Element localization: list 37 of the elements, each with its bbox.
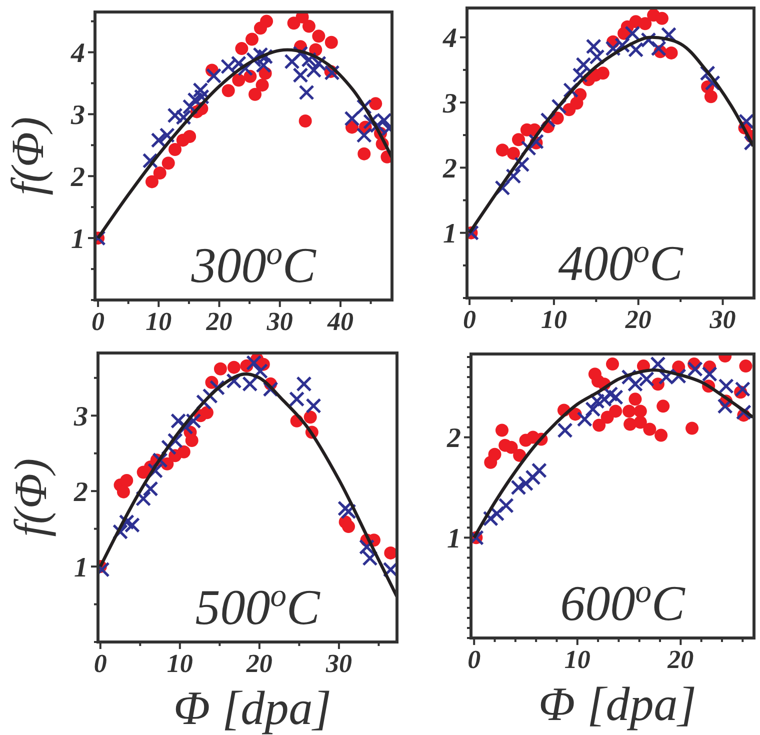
- x-tick-label: 20: [205, 307, 232, 336]
- x-tick-label: 20: [666, 645, 694, 674]
- y-tick-label: 1: [74, 552, 88, 584]
- y-tick-label: 3: [70, 100, 85, 131]
- x-tick-label: 30: [324, 649, 352, 678]
- x-tick-label: 10: [564, 645, 590, 674]
- y-tick-label: 2: [73, 476, 88, 508]
- y-tick-label: 2: [446, 423, 461, 454]
- y-axis-title: f(Φ): [2, 116, 53, 196]
- x-tick-label: 10: [166, 649, 193, 678]
- x-axis-title: Φ [dpa]: [174, 682, 332, 735]
- y-tick-label: 3: [73, 401, 88, 432]
- x-tick-label: 10: [146, 307, 172, 336]
- annotation: 600$^{o}$C: [560, 574, 686, 631]
- y-tick-label: 2: [442, 153, 457, 184]
- x-tick-label: 30: [266, 307, 293, 336]
- y-tick-label: 1: [447, 523, 461, 554]
- annotation: 500$^{o}$C: [195, 578, 320, 635]
- y-tick-label: 1: [443, 218, 457, 250]
- annotation: 400$^{o}$C: [558, 234, 684, 291]
- x-tick-label: 30: [708, 305, 736, 334]
- x-tick-label: 10: [540, 305, 567, 334]
- y-axis-title: f(Φ): [5, 458, 56, 537]
- y-tick-label: 1: [71, 224, 85, 255]
- x-tick-label: 0: [92, 307, 105, 336]
- y-tick-label: 2: [70, 162, 85, 193]
- x-tick-label: 0: [468, 645, 481, 674]
- y-tick-label: 3: [442, 88, 457, 120]
- annotation: 300$^{o}$C: [190, 236, 316, 293]
- y-tick-label: 4: [442, 23, 457, 54]
- x-tick-label: 40: [326, 307, 354, 336]
- x-tick-label: 20: [245, 649, 272, 678]
- x-tick-label: 20: [624, 305, 652, 334]
- x-tick-label: 0: [463, 305, 476, 334]
- y-tick-label: 4: [70, 38, 85, 70]
- x-tick-label: 0: [94, 649, 107, 678]
- x-axis-title: Φ [dpa]: [538, 678, 696, 731]
